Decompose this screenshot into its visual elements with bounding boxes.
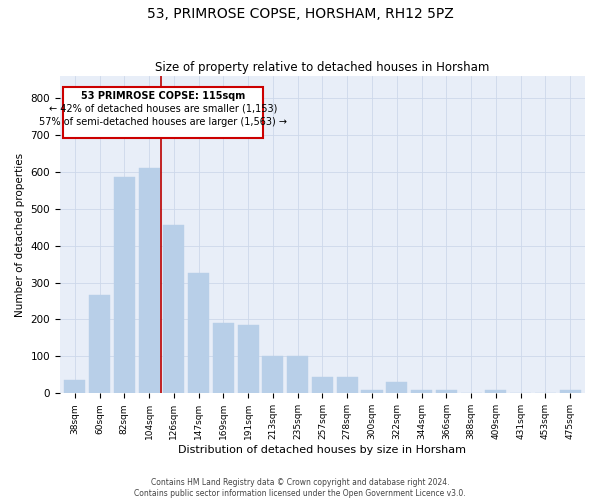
Bar: [287, 356, 308, 394]
Bar: [238, 325, 259, 394]
Text: Contains HM Land Registry data © Crown copyright and database right 2024.
Contai: Contains HM Land Registry data © Crown c…: [134, 478, 466, 498]
Bar: [163, 226, 184, 394]
Title: Size of property relative to detached houses in Horsham: Size of property relative to detached ho…: [155, 62, 490, 74]
Text: ← 42% of detached houses are smaller (1,153): ← 42% of detached houses are smaller (1,…: [49, 104, 277, 114]
Bar: [64, 380, 85, 394]
Bar: [139, 168, 160, 394]
Bar: [213, 323, 234, 394]
Bar: [188, 274, 209, 394]
Text: 57% of semi-detached houses are larger (1,563) →: 57% of semi-detached houses are larger (…: [39, 117, 287, 127]
Bar: [436, 390, 457, 394]
X-axis label: Distribution of detached houses by size in Horsham: Distribution of detached houses by size …: [178, 445, 466, 455]
Y-axis label: Number of detached properties: Number of detached properties: [15, 152, 25, 316]
Bar: [114, 178, 135, 394]
Bar: [386, 382, 407, 394]
Bar: [63, 88, 263, 138]
Bar: [411, 390, 432, 394]
Bar: [485, 390, 506, 394]
Text: 53 PRIMROSE COPSE: 115sqm: 53 PRIMROSE COPSE: 115sqm: [81, 91, 245, 101]
Text: 53, PRIMROSE COPSE, HORSHAM, RH12 5PZ: 53, PRIMROSE COPSE, HORSHAM, RH12 5PZ: [146, 8, 454, 22]
Bar: [312, 376, 333, 394]
Bar: [560, 390, 581, 394]
Bar: [262, 356, 283, 394]
Bar: [337, 376, 358, 394]
Bar: [89, 296, 110, 394]
Bar: [361, 390, 383, 394]
